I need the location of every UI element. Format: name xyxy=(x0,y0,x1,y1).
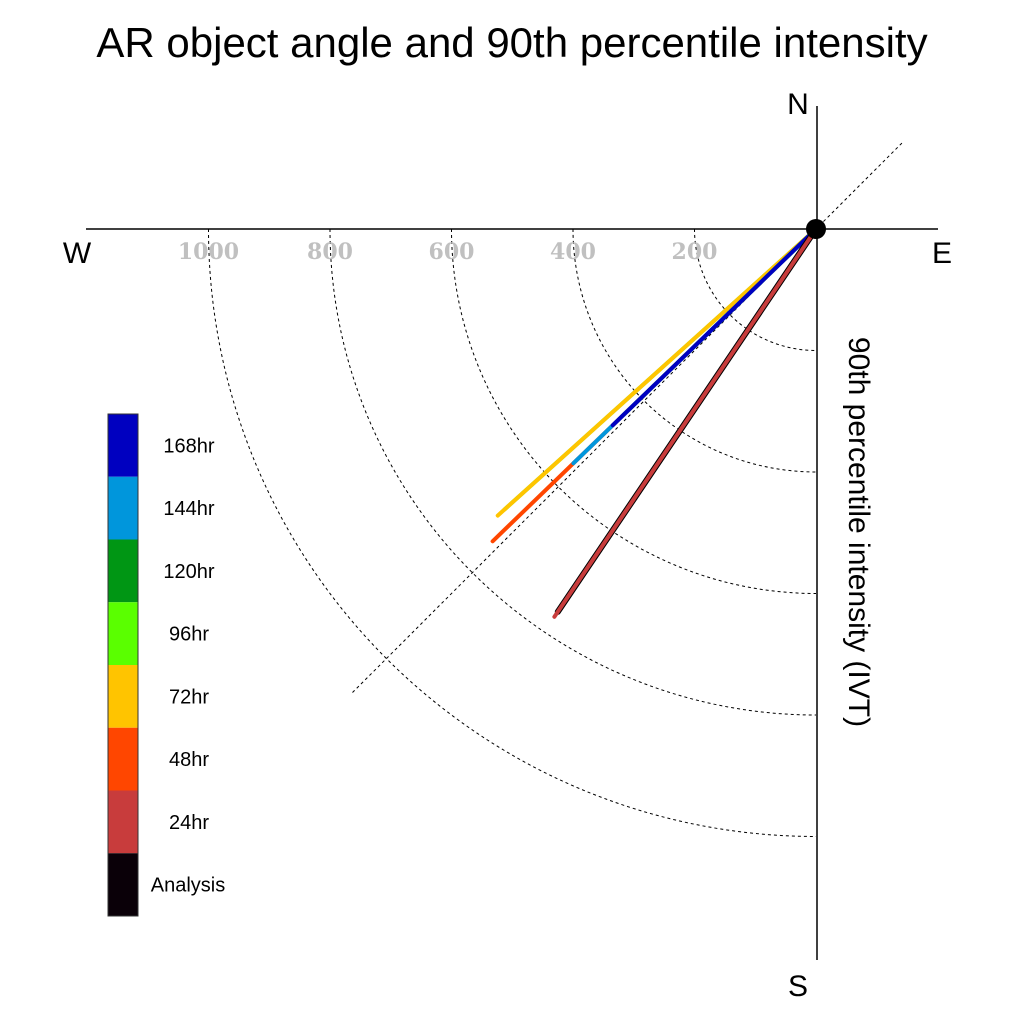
polar-grid xyxy=(208,142,903,837)
legend-label: 48hr xyxy=(169,749,209,771)
range-ring-200 xyxy=(694,228,817,351)
vector-24hr xyxy=(552,227,818,619)
legend-swatch xyxy=(108,602,138,665)
radial-tick-label: 800 xyxy=(307,239,353,265)
range-ring-600 xyxy=(451,228,817,594)
compass-north-label: N xyxy=(787,88,809,121)
legend-label: 144hr xyxy=(163,498,214,520)
legend-label: Analysis xyxy=(151,875,225,897)
legend-label: 96hr xyxy=(169,624,209,646)
legend: 168hr 144hr 120hr 96hr 72hr 48hr 24hr Analysis xyxy=(107,413,225,917)
radial-tick-label: 400 xyxy=(550,239,596,265)
legend-swatch xyxy=(108,665,138,728)
legend-label: 72hr xyxy=(169,686,209,708)
compass-west-label: W xyxy=(63,237,92,270)
legend-swatch xyxy=(108,476,138,540)
legend-frame xyxy=(107,413,139,917)
radial-tick-labels: 200 400 600 800 1000 xyxy=(178,239,718,265)
y-axis-label: 90th percentile intensity (IVT) xyxy=(842,337,875,727)
origin-point xyxy=(806,219,826,239)
legend-swatch xyxy=(108,853,138,916)
legend-label: 120hr xyxy=(163,561,214,583)
range-ring-1000 xyxy=(208,228,817,837)
range-ring-400 xyxy=(572,228,817,473)
radial-tick-label: 600 xyxy=(429,239,475,265)
legend-swatch xyxy=(108,414,138,477)
radial-tick-label: 200 xyxy=(672,239,718,265)
vector-168hr xyxy=(610,227,818,428)
legend-label: 24hr xyxy=(169,812,209,834)
legend-swatch xyxy=(108,539,138,603)
legend-swatch xyxy=(108,727,138,791)
compass-east-label: E xyxy=(932,237,952,270)
legend-swatch xyxy=(108,790,138,854)
chart-title: AR object angle and 90th percentile inte… xyxy=(96,19,927,66)
compass-south-label: S xyxy=(788,970,808,1003)
vector-series xyxy=(490,226,819,619)
radial-tick-label: 1000 xyxy=(178,239,239,265)
range-ring-800 xyxy=(329,228,817,716)
vector-72hr xyxy=(495,227,818,518)
legend-label: 168hr xyxy=(163,435,214,457)
